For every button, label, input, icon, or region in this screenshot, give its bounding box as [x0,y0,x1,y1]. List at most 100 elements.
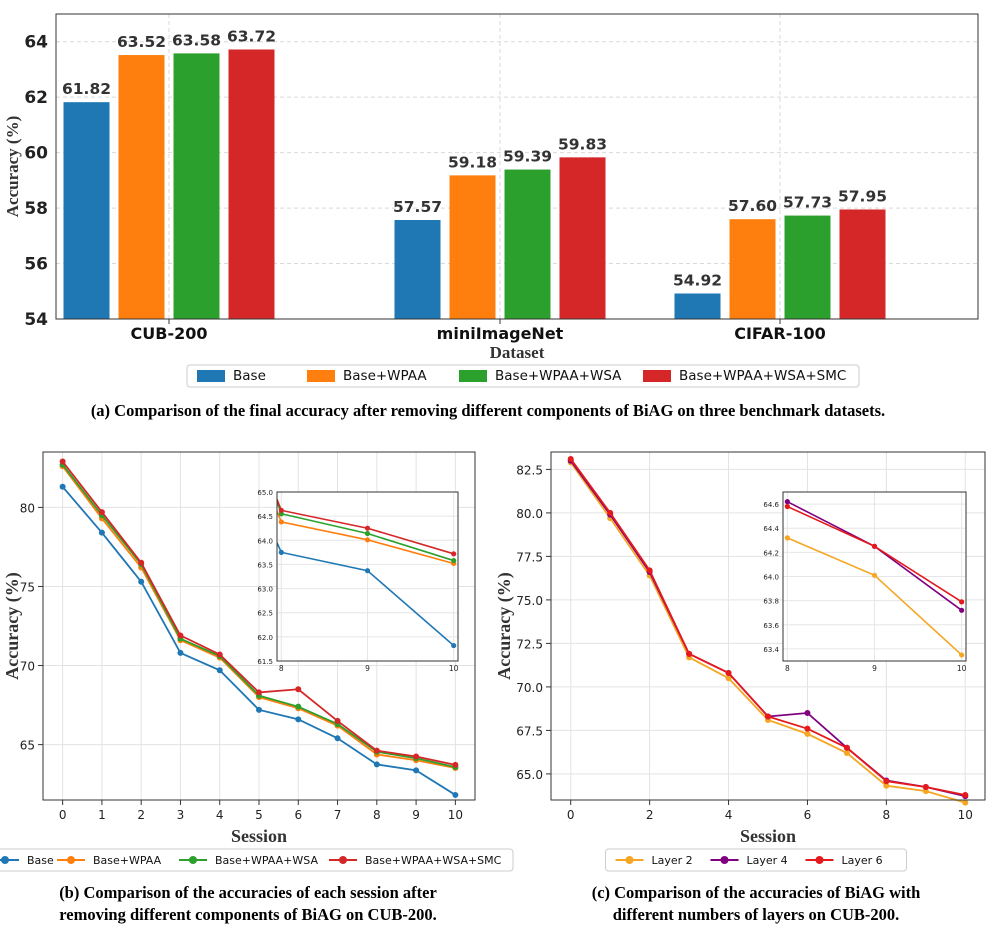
chart-b-inset-ytick-label: 63.0 [257,586,273,594]
chart-a-ytick-label: 56 [24,255,48,275]
chart-b-xtick-label: 3 [177,808,185,822]
caption-a: (a) Comparison of the final accuracy aft… [91,401,885,420]
chart-a-data-label: 54.92 [673,271,722,289]
chart-c-inset-frame [782,491,967,662]
chart-b-xtick-label: 2 [137,808,145,822]
caption-b-line2: removing different components of BiAG on… [59,905,437,924]
chart-c-point-layer-2 [804,730,811,737]
chart-a-frame [55,13,979,320]
chart-c-inset-ytick-label: 64.6 [763,501,779,509]
chart-a-data-label: 63.52 [117,33,166,51]
chart-a-bar-base-wpaa-wsa-smc-cifar-100 [839,209,886,319]
chart-a-category-label: CUB-200 [131,324,208,343]
chart-b-legend-label-base-wpaa: Base+WPAA [93,854,162,867]
chart-a-bar-base-wpaa-cifar-100 [729,219,776,319]
chart-a-legend-label-base: Base [233,368,266,384]
chart-b-xtick-label: 5 [255,808,263,822]
chart-b-legend-label-base: Base [27,854,54,867]
chart-b-xtick-label: 7 [334,808,342,822]
chart-c-ytick-label: 65.0 [516,768,543,782]
chart-c-inset-point-layer-6 [784,503,790,510]
chart-b-point-base [256,706,262,713]
chart-a-data-label: 63.72 [227,27,276,45]
chart-c-xtick-label: 8 [883,808,891,822]
chart-b-inset-point-base [364,568,371,574]
chart-b-ytick-label: 75 [20,580,35,594]
chart-b-legend-marker-base-wpaa [67,856,75,864]
chart-c-ytick-label: 80.0 [516,507,543,521]
chart-b-xtick-label: 9 [412,808,420,822]
chart-b-point-base [334,735,341,742]
chart-c-xtick-label: 6 [804,808,812,822]
chart-c-ytick-label: 72.5 [516,637,543,651]
chart-c-point-layer-6 [686,650,693,657]
chart-b-inset-frame [276,491,459,662]
chart-c-point-layer-4 [804,710,811,716]
chart-a-ytick-label: 62 [24,88,48,108]
chart-b-point-base-wpaa-wsa-smc [373,747,380,754]
chart-c-point-layer-6 [646,567,653,574]
chart-b-ytick-label: 70 [20,660,35,674]
chart-c-inset-point-layer-4 [784,499,790,505]
chart-c-inset-ytick-label: 63.4 [763,646,779,654]
chart-a-bar-base-wpaa-cub-200 [118,55,165,319]
chart-b-xtick-label: 1 [98,808,106,822]
chart-b-legend-box [0,848,514,872]
chart-c-inset-ytick-label: 63.6 [763,622,779,630]
chart-b-point-base [59,483,66,490]
chart-b-point-base-wpaa-wsa-smc [216,651,223,658]
chart-c-point-layer-2 [922,788,929,795]
chart-c-legend-label-layer-2: Layer 2 [652,854,693,867]
chart-a-data-label: 63.58 [172,31,221,49]
chart-b-point-base-wpaa-wsa-smc [138,559,145,566]
chart-b-frame [42,451,476,801]
caption-c-line1: (c) Comparison of the accuracies of BiAG… [592,883,921,902]
chart-a-legend-label-base-wpaa-wsa: Base+WPAA+WSA [495,368,622,384]
chart-b-point-base-wpaa-wsa-smc [413,753,420,760]
chart-c-inset-point-layer-2 [871,572,878,578]
chart-b-session-accuracy: 65 70 75 80 0 1 2 3 4 5 6 7 8 9 10 Session Accuracy (%) 6… [0,451,514,872]
chart-a-data-label: 57.95 [838,187,887,205]
chart-b-point-base [413,767,420,774]
chart-c-point-layer-6 [607,509,614,516]
chart-a-data-label: 57.57 [393,198,442,216]
chart-b-xtick-label: 8 [373,808,381,822]
chart-c-inset-ytick-label: 64.2 [763,549,779,557]
chart-a-bar-base-wpaa-wsa-smc-cub-200 [228,49,275,320]
chart-c-xtick-label: 4 [725,808,733,822]
chart-b-inset-point-base [278,549,284,555]
chart-c-layer-accuracy: 65.0 67.5 70.0 72.5 75.0 77.5 80.0 82.5 0 2 4 6 8 10 S… [494,451,986,872]
chart-c-ytick-label: 82.5 [516,463,543,477]
chart-a-category-label: CIFAR-100 [734,324,826,343]
chart-b-inset-ytick-label: 65.0 [257,489,273,497]
chart-a-ytick-label: 58 [24,199,48,219]
chart-c-ytick-label: 67.5 [516,724,543,738]
chart-a-legend-swatch-base-wpaa [307,370,335,382]
chart-a-legend-swatch-base [197,370,225,382]
chart-c-ytick-label: 77.5 [516,550,543,564]
chart-b-point-base [138,578,145,585]
chart-c-point-layer-6 [883,778,890,785]
chart-b-ytick-label: 65 [20,739,35,753]
chart-c-inset-point-layer-4 [959,607,965,613]
chart-b-inset-point-base-wpaa [278,519,284,525]
chart-a-ytick-label: 54 [24,310,48,330]
chart-c-legend-marker-layer-4 [720,856,729,864]
chart-b-point-base [177,649,184,656]
caption-c-line2: different numbers of layers on CUB-200. [613,905,900,924]
chart-b-inset-point-base-wpaa [364,537,371,543]
chart-a-final-accuracy: 54 56 58 60 62 64 61.82 57.57 54.92 63.52 59.18 57.… [3,13,979,388]
chart-b-legend-marker-base [1,856,9,864]
chart-b-inset-line-base [277,542,455,647]
chart-a-legend-swatch-base-wpaa-wsa-smc [643,370,671,382]
chart-b-point-base [216,667,223,674]
chart-a-bar-base-wpaa-wsa-smc-miniimagenet [559,157,606,319]
chart-a-xlabel: Dataset [490,343,545,362]
chart-c-inset-xtick-label: 9 [872,664,877,673]
chart-c-inset-point-layer-2 [959,652,965,658]
chart-b-inset-point-base-wpaa-wsa [451,557,457,564]
chart-c-xtick-label: 10 [958,808,973,822]
chart-b-legend-label-base-wpaa-wsa-smc: Base+WPAA+WSA+SMC [365,854,502,867]
chart-a-bar-base-cifar-100 [674,293,721,319]
